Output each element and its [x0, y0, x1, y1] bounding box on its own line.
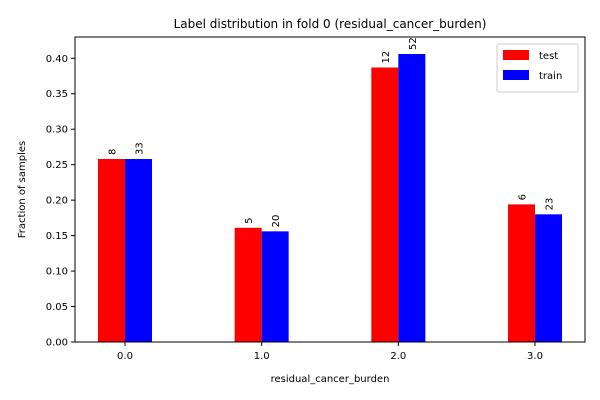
- y-tick-label: 0.15: [46, 231, 68, 242]
- bar-value-label: 20: [271, 215, 282, 228]
- bar-value-label: 8: [108, 149, 119, 155]
- bar-train-0: [125, 159, 152, 342]
- plot-area: 8 5 12 6 33 20 52 23 0.00 0.05 0.10 0.15 0.20 0.25 0.3…: [46, 37, 563, 362]
- chart-title: Label distribution in fold 0 (residual_c…: [174, 17, 487, 31]
- bar-test-1: [234, 227, 262, 342]
- legend-swatch-train: [503, 70, 529, 80]
- bar-value-label: 12: [381, 51, 392, 64]
- bar-test-0: [98, 159, 125, 342]
- bar-value-label: 6: [518, 194, 529, 200]
- x-tick-label: 3.0: [527, 351, 543, 362]
- x-tick-label: 0.0: [117, 351, 133, 362]
- x-axis-label: residual_cancer_burden: [271, 374, 390, 385]
- y-tick-label: 0.05: [46, 302, 68, 313]
- y-tick-label: 0.40: [46, 54, 68, 65]
- y-tick-label: 0.25: [46, 160, 68, 171]
- bar-train-1: [261, 231, 289, 342]
- y-tick-label: 0.35: [46, 89, 68, 100]
- bar-value-label: 52: [408, 37, 419, 50]
- bar-test-2: [371, 67, 399, 342]
- bar-value-label: 23: [545, 198, 556, 211]
- x-tick-label: 1.0: [254, 351, 270, 362]
- bar-train-3: [535, 214, 563, 342]
- y-tick-label: 0.00: [46, 338, 68, 349]
- y-axis-label: Fraction of samples: [17, 141, 28, 238]
- legend-label-train: train: [539, 71, 562, 82]
- bar-train-2: [398, 54, 426, 342]
- bar-test-3: [508, 204, 536, 342]
- y-tick-label: 0.10: [46, 267, 68, 278]
- axes-frame: [74, 36, 586, 343]
- legend: test train: [496, 43, 579, 93]
- legend-label-test: test: [539, 51, 558, 62]
- y-tick-label: 0.30: [46, 125, 68, 136]
- bar-value-label: 33: [135, 142, 146, 155]
- y-tick-label: 0.20: [46, 196, 68, 207]
- x-tick-label: 2.0: [390, 351, 406, 362]
- legend-swatch-test: [503, 50, 529, 60]
- bar-value-label: 5: [244, 217, 255, 223]
